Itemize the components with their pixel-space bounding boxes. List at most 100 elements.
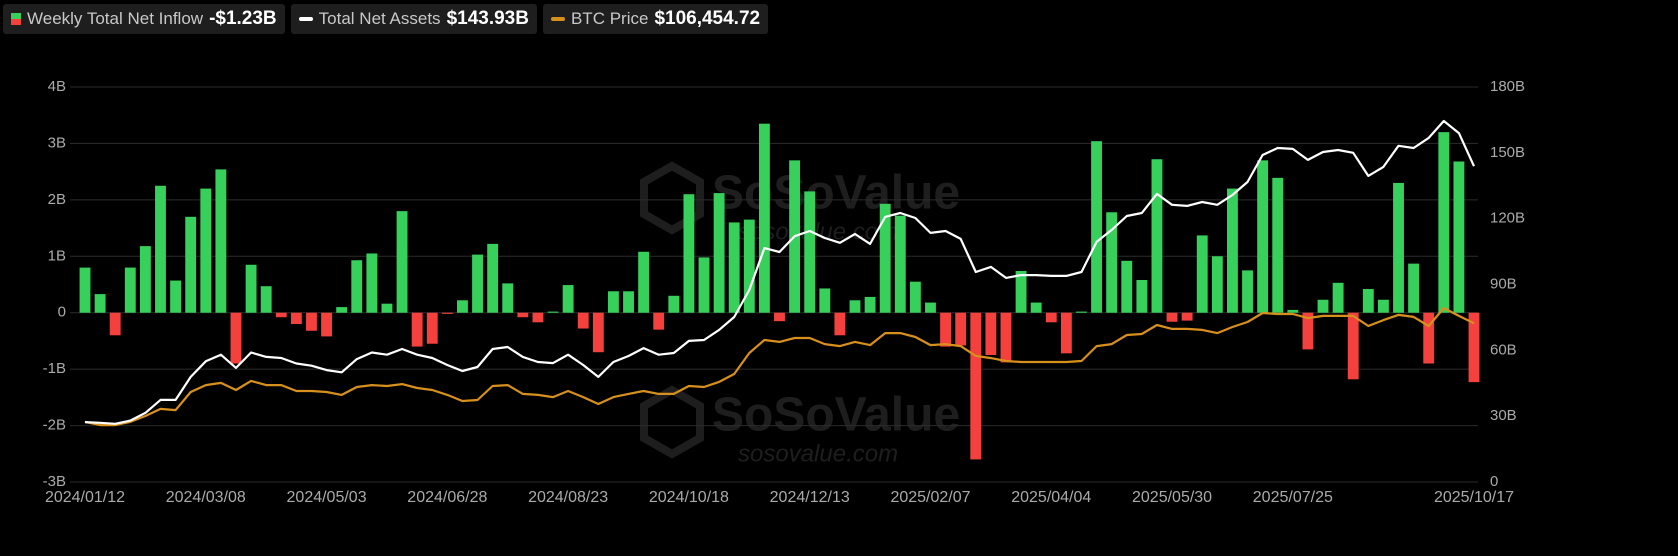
x-tick-label: 2024/12/13 xyxy=(770,489,850,506)
bar xyxy=(109,312,121,336)
bar xyxy=(1181,312,1193,321)
bar xyxy=(260,286,272,313)
y-tick-label: 4B xyxy=(48,78,66,95)
bar xyxy=(864,296,876,313)
bar xyxy=(970,312,982,460)
bar xyxy=(1136,279,1148,313)
watermark-brand: SoSoValue xyxy=(712,167,960,220)
bar xyxy=(849,300,861,313)
bar xyxy=(487,243,499,313)
bar xyxy=(245,264,257,313)
watermark-brand: SoSoValue xyxy=(712,389,960,442)
bar xyxy=(804,191,816,313)
bar xyxy=(774,312,785,322)
x-tick-label: 2025/04/04 xyxy=(1011,489,1091,506)
bar xyxy=(758,123,770,313)
bar xyxy=(940,312,952,347)
bar xyxy=(94,294,106,313)
bar xyxy=(1302,312,1314,350)
watermark-logo xyxy=(640,385,704,459)
bar xyxy=(1196,235,1208,313)
bar xyxy=(139,246,151,313)
legend-item[interactable]: Total Net Assets $143.93B xyxy=(290,4,537,34)
watermark: SoSoValue sosovalue.com SoSoValue sosova… xyxy=(640,161,960,467)
bar xyxy=(472,254,483,313)
y2-tick-label: 0 xyxy=(1490,473,1498,490)
bar xyxy=(1377,299,1389,313)
bar xyxy=(653,312,665,330)
x-tick-label: 2024/08/23 xyxy=(528,489,608,506)
bar xyxy=(909,281,921,313)
legend-label: Weekly Total Net Inflow xyxy=(27,9,204,28)
bar xyxy=(547,311,559,313)
bar xyxy=(1468,312,1480,383)
bar xyxy=(638,251,650,313)
bar xyxy=(290,312,302,324)
legend-value: $143.93B xyxy=(446,8,529,29)
legend-swatch xyxy=(298,17,313,21)
bar xyxy=(1317,299,1329,313)
y2-tick-label: 90B xyxy=(1490,275,1517,292)
bar xyxy=(1408,263,1420,313)
y2-tick-label: 150B xyxy=(1490,144,1525,161)
bar xyxy=(728,222,740,313)
x-tick-label: 2024/05/03 xyxy=(287,489,367,506)
x-tick-label: 2025/02/07 xyxy=(890,489,970,506)
bar xyxy=(713,193,725,313)
bar xyxy=(306,312,317,331)
y-tick-label: -1B xyxy=(43,360,66,377)
bar xyxy=(1060,312,1072,354)
bar xyxy=(955,312,967,346)
bar xyxy=(879,203,891,313)
bar xyxy=(1045,312,1057,323)
bar xyxy=(1000,312,1012,363)
bar xyxy=(668,295,680,313)
bar xyxy=(502,283,514,313)
bar xyxy=(1226,188,1238,313)
bar xyxy=(170,280,182,313)
line xyxy=(84,119,1476,425)
bar xyxy=(426,312,438,344)
bar xyxy=(1438,132,1450,313)
bar xyxy=(79,267,91,313)
bar xyxy=(925,302,936,313)
watermark-logo xyxy=(640,161,704,235)
bar xyxy=(1121,260,1133,313)
bar xyxy=(1347,312,1359,380)
bar xyxy=(441,312,453,314)
bar xyxy=(1091,141,1102,313)
bar xyxy=(411,312,423,347)
bar xyxy=(1030,302,1042,313)
bar xyxy=(1287,309,1299,313)
bar xyxy=(1015,270,1027,313)
y-tick-label: -2B xyxy=(43,417,66,434)
bar xyxy=(185,216,197,313)
bar xyxy=(1257,160,1269,313)
bar xyxy=(124,267,136,313)
y-tick-label: 0 xyxy=(58,304,66,321)
bar xyxy=(1272,177,1284,313)
legend: Weekly Total Net Inflow -$1.23B Total Ne… xyxy=(3,4,769,34)
legend-value: $106,454.72 xyxy=(654,8,761,29)
legend-label: Total Net Assets xyxy=(318,9,441,28)
bar xyxy=(275,312,287,318)
bar xyxy=(1423,312,1435,364)
legend-label: BTC Price xyxy=(570,9,649,28)
bar xyxy=(698,257,710,313)
bar xyxy=(1332,282,1344,313)
bar xyxy=(834,312,846,336)
y-tick-label: 2B xyxy=(48,191,66,208)
bar xyxy=(592,312,604,353)
bar xyxy=(1166,312,1178,322)
legend-value: -$1.23B xyxy=(209,8,277,29)
bar xyxy=(321,312,333,337)
legend-item[interactable]: Weekly Total Net Inflow -$1.23B xyxy=(3,4,285,34)
y-tick-label: 3B xyxy=(48,134,66,151)
bar xyxy=(562,285,574,313)
legend-item[interactable]: BTC Price $106,454.72 xyxy=(542,4,769,34)
bar xyxy=(1453,161,1465,313)
bar xyxy=(1242,270,1253,313)
y2-tick-label: 120B xyxy=(1490,210,1525,227)
bar xyxy=(819,288,831,313)
